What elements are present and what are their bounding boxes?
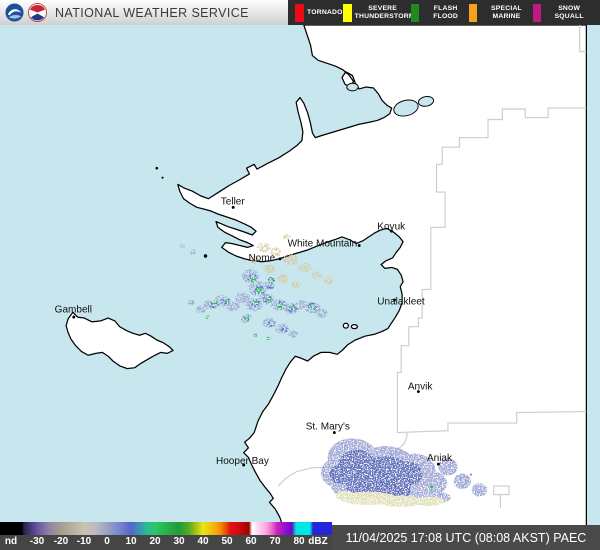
city-label-hooper-bay: Hooper Bay	[216, 456, 269, 467]
colorbar-tick: nd	[4, 536, 18, 547]
legend-label: FLASH FLOOD	[433, 4, 459, 20]
legend-label: SPECIAL MARINE	[491, 4, 522, 20]
app-title: NATIONAL WEATHER SERVICE	[55, 5, 249, 20]
imuruk-lake	[346, 82, 359, 92]
nws-brand[interactable]: NATIONAL WEATHER SERVICE	[0, 3, 249, 22]
besboro-island	[342, 322, 349, 329]
legend-item-severe-thunderstorm: SEVERE THUNDERSTORM	[342, 3, 415, 22]
colorbar-tick: -30	[29, 536, 45, 547]
timestamp-bar: 11/04/2025 17:08 UTC (08:08 AKST) PAEC	[332, 525, 600, 550]
severe-thunderstorm-swatch	[342, 3, 352, 22]
zone-boundary-box	[493, 485, 510, 496]
colorbar-tick: 80	[293, 536, 305, 547]
city-dots	[72, 205, 440, 467]
radar-echo-stmarys-blob	[321, 438, 488, 508]
mainland-coastline	[177, 25, 587, 527]
radar-echo-speck-green	[430, 485, 434, 489]
city-label-koyuk: Koyuk	[377, 221, 406, 232]
legend-label: SNOW SQUALL	[554, 4, 584, 20]
reflectivity-colorbar: nd -30 -20 -10 0 10 20 30 40 50 60 70 80…	[0, 522, 332, 550]
colorbar-tick: 0	[104, 536, 110, 547]
king-island-dot	[155, 166, 159, 170]
city-label-gambell: Gambell	[55, 304, 92, 315]
city-label-teller: Teller	[221, 196, 246, 207]
legend-item-tornado: TORNADO	[295, 3, 343, 22]
legend-item-snow-squall: SNOW SQUALL	[532, 3, 594, 22]
colorbar-tick: -10	[76, 536, 92, 547]
legend-item-flash-flood: FLASH FLOOD	[410, 3, 470, 22]
islet-dot	[161, 176, 164, 179]
nws-logo-icon	[28, 3, 47, 22]
colorbar-tick: 40	[197, 536, 209, 547]
city-label-unalakleet: Unalakleet	[377, 297, 425, 308]
zone-boundary-east	[396, 107, 587, 434]
noaa-logo-icon	[5, 3, 24, 22]
radar-echo-speck-blue	[469, 473, 473, 476]
radar-map-canvas: Teller White Mountain Koyuk Nome Unalakl…	[13, 25, 587, 527]
city-label-white-mountain: White Mountain	[288, 238, 358, 249]
tornado-swatch	[295, 3, 304, 22]
flash-flood-swatch	[410, 3, 420, 22]
colorbar-tick: 30	[173, 536, 185, 547]
radar-map[interactable]: Teller White Mountain Koyuk Nome Unalakl…	[0, 25, 600, 550]
special-marine-swatch	[469, 3, 478, 22]
colorbar-tick: -20	[53, 536, 69, 547]
snow-squall-swatch	[532, 3, 542, 22]
colorbar-tick: 20	[149, 536, 161, 547]
legend-label: SEVERE THUNDERSTORM	[354, 4, 415, 20]
city-label-nome: Nome	[248, 253, 275, 264]
warning-legend: TORNADO SEVERE THUNDERSTORM FLASH FLOOD …	[288, 0, 600, 25]
inland-lake	[417, 96, 435, 107]
legend-item-special-marine: SPECIAL MARINE	[469, 3, 533, 22]
colorbar-tick-labels: nd -30 -20 -10 0 10 20 30 40 50 60 70 80…	[0, 535, 332, 550]
colorbar-tick: 60	[245, 536, 257, 547]
radar-echo-nome-cluster	[179, 234, 334, 340]
header-bar: NATIONAL WEATHER SERVICE TORNADO SEVERE …	[0, 0, 600, 25]
city-label-anvik: Anvik	[408, 382, 433, 393]
city-label-aniak: Aniak	[427, 453, 453, 464]
zone-boundary-corner	[579, 25, 587, 53]
colorbar-tick: 10	[125, 536, 137, 547]
colorbar-gradient-strip	[0, 522, 332, 535]
selawik-lake	[393, 99, 419, 117]
small-island	[350, 324, 359, 330]
city-label-st-marys: St. Mary's	[306, 422, 350, 433]
sledge-island-dot	[203, 254, 208, 258]
legend-label: TORNADO	[307, 8, 343, 16]
colorbar-tick: 70	[269, 536, 281, 547]
city-labels: Teller White Mountain Koyuk Nome Unalakl…	[55, 196, 453, 467]
st-lawrence-island	[65, 311, 174, 370]
colorbar-tick: dBZ	[308, 536, 328, 547]
colorbar-tick: 50	[221, 536, 233, 547]
